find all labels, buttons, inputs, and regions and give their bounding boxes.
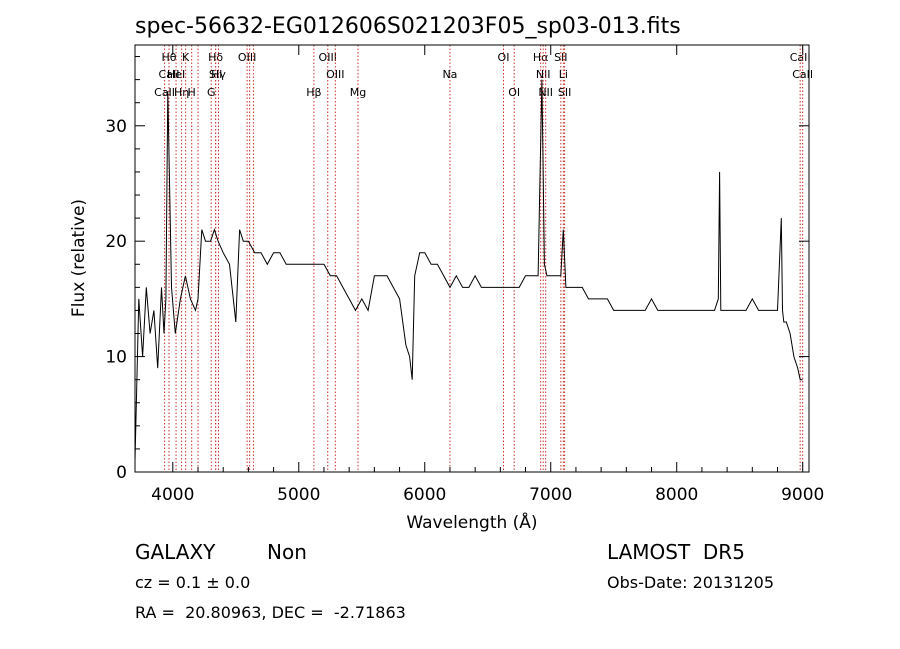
emission-line-label-21: OI: [508, 86, 520, 99]
emission-line-label-27: SII: [558, 86, 571, 99]
emission-line-label-3: HeI: [167, 68, 185, 81]
emission-line-label-12: OIII: [238, 51, 256, 64]
emission-line-label-24: NII: [538, 86, 553, 99]
emission-line-label-2: CaII: [159, 68, 180, 81]
emission-line-label-20: OI: [498, 51, 510, 64]
emission-line-label-19: Na: [442, 68, 457, 81]
y-tick-label-2: 20: [105, 232, 127, 252]
emission-line-label-0: CaII: [154, 86, 175, 99]
spectrum-line: [134, 79, 803, 461]
emission-line-label-25: SII: [554, 51, 567, 64]
emission-line-label-11: Hγ: [211, 68, 226, 81]
x-tick-label-2: 6000: [403, 485, 446, 505]
x-tick-label-4: 8000: [655, 485, 698, 505]
emission-line-label-17: OIII: [326, 68, 344, 81]
info-obs-date: Obs-Date: 20131205: [607, 573, 775, 592]
info-subclass: Non: [267, 540, 307, 564]
x-tick-label-1: 5000: [277, 485, 320, 505]
emission-line-label-18: Mg: [350, 86, 366, 99]
x-tick-label-0: 4000: [151, 485, 194, 505]
chart-title: spec-56632-EG012606S021203F05_sp03-013.f…: [135, 14, 681, 39]
emission-line-label-26: Li: [559, 68, 568, 81]
x-tick-label-5: 9000: [781, 485, 824, 505]
emission-line-label-5: K: [182, 51, 190, 64]
emission-line-label-22: Hα: [533, 51, 549, 64]
info-class: GALAXY: [135, 540, 216, 564]
x-axis-label: Wavelength (Å): [406, 511, 537, 533]
axes-group: 4000 5000 6000 7000 8000 9000 0 10 20 30: [105, 45, 824, 505]
plot-frame: [134, 44, 810, 473]
info-radec: RA = 20.80963, DEC = -2.71863: [135, 603, 406, 622]
emission-line-label-28: CaII: [790, 51, 811, 64]
emission-line-label-4: Hη: [174, 86, 189, 99]
emission-line-label-23: NII: [536, 68, 551, 81]
emission-line-label-6: H: [188, 86, 196, 99]
emission-line-label-16: OIII: [319, 51, 337, 64]
y-tick-label-3: 30: [105, 117, 127, 137]
emission-line-label-29: CaII: [792, 68, 813, 81]
emission-line-label-15: Hβ: [306, 86, 321, 99]
info-survey: LAMOST DR5: [607, 540, 745, 564]
y-tick-label-1: 10: [105, 348, 127, 368]
emission-line-label-9: Hδ: [208, 51, 223, 64]
y-tick-label-0: 0: [116, 463, 127, 483]
x-tick-label-3: 7000: [529, 485, 572, 505]
spectrum-group: [134, 79, 803, 461]
info-cz: cz = 0.1 ± 0.0: [135, 573, 251, 592]
y-axis-label: Flux (relative): [69, 199, 89, 317]
emission-line-label-8: G: [207, 86, 216, 99]
